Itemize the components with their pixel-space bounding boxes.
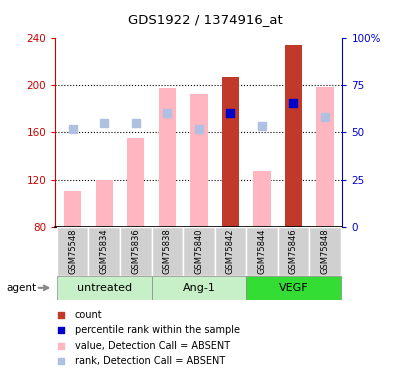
Point xyxy=(101,120,107,126)
Bar xyxy=(64,191,81,227)
Bar xyxy=(308,227,340,276)
Bar xyxy=(151,227,183,276)
Point xyxy=(227,110,233,116)
Text: value, Detection Call = ABSENT: value, Detection Call = ABSENT xyxy=(74,341,229,351)
Bar xyxy=(316,87,333,227)
Text: agent: agent xyxy=(6,283,36,293)
Text: GSM75840: GSM75840 xyxy=(194,228,203,274)
Text: percentile rank within the sample: percentile rank within the sample xyxy=(74,326,239,335)
Bar xyxy=(57,227,88,276)
Point xyxy=(164,110,170,116)
Bar xyxy=(183,227,214,276)
Point xyxy=(258,123,265,129)
Text: rank, Detection Call = ABSENT: rank, Detection Call = ABSENT xyxy=(74,356,224,366)
Bar xyxy=(214,227,245,276)
Point xyxy=(195,126,202,132)
Point xyxy=(57,327,64,333)
Text: GSM75842: GSM75842 xyxy=(225,228,234,274)
Bar xyxy=(221,76,238,227)
Text: GSM75844: GSM75844 xyxy=(257,228,266,274)
Text: GSM75834: GSM75834 xyxy=(99,228,108,274)
Point xyxy=(57,358,64,364)
Bar xyxy=(95,180,112,227)
Bar xyxy=(120,227,151,276)
Point xyxy=(290,100,296,106)
Bar xyxy=(245,276,340,300)
Point xyxy=(132,120,139,126)
Text: count: count xyxy=(74,310,102,320)
Bar xyxy=(245,227,277,276)
Point xyxy=(69,126,76,132)
Text: GSM75836: GSM75836 xyxy=(131,228,140,274)
Bar xyxy=(190,94,207,227)
Text: GSM75548: GSM75548 xyxy=(68,228,77,274)
Bar xyxy=(88,227,120,276)
Text: GSM75846: GSM75846 xyxy=(288,228,297,274)
Point xyxy=(321,114,328,120)
Text: VEGF: VEGF xyxy=(278,283,308,293)
Point xyxy=(57,312,64,318)
Bar xyxy=(284,45,301,227)
Text: Ang-1: Ang-1 xyxy=(182,283,215,293)
Bar xyxy=(151,276,245,300)
Bar xyxy=(127,138,144,227)
Bar xyxy=(277,227,308,276)
Text: GSM75838: GSM75838 xyxy=(162,228,171,274)
Point xyxy=(57,343,64,349)
Bar xyxy=(158,88,175,227)
Bar xyxy=(57,276,151,300)
Text: GSM75848: GSM75848 xyxy=(320,228,329,274)
Bar xyxy=(253,171,270,227)
Text: untreated: untreated xyxy=(76,283,131,293)
Text: GDS1922 / 1374916_at: GDS1922 / 1374916_at xyxy=(127,13,282,26)
